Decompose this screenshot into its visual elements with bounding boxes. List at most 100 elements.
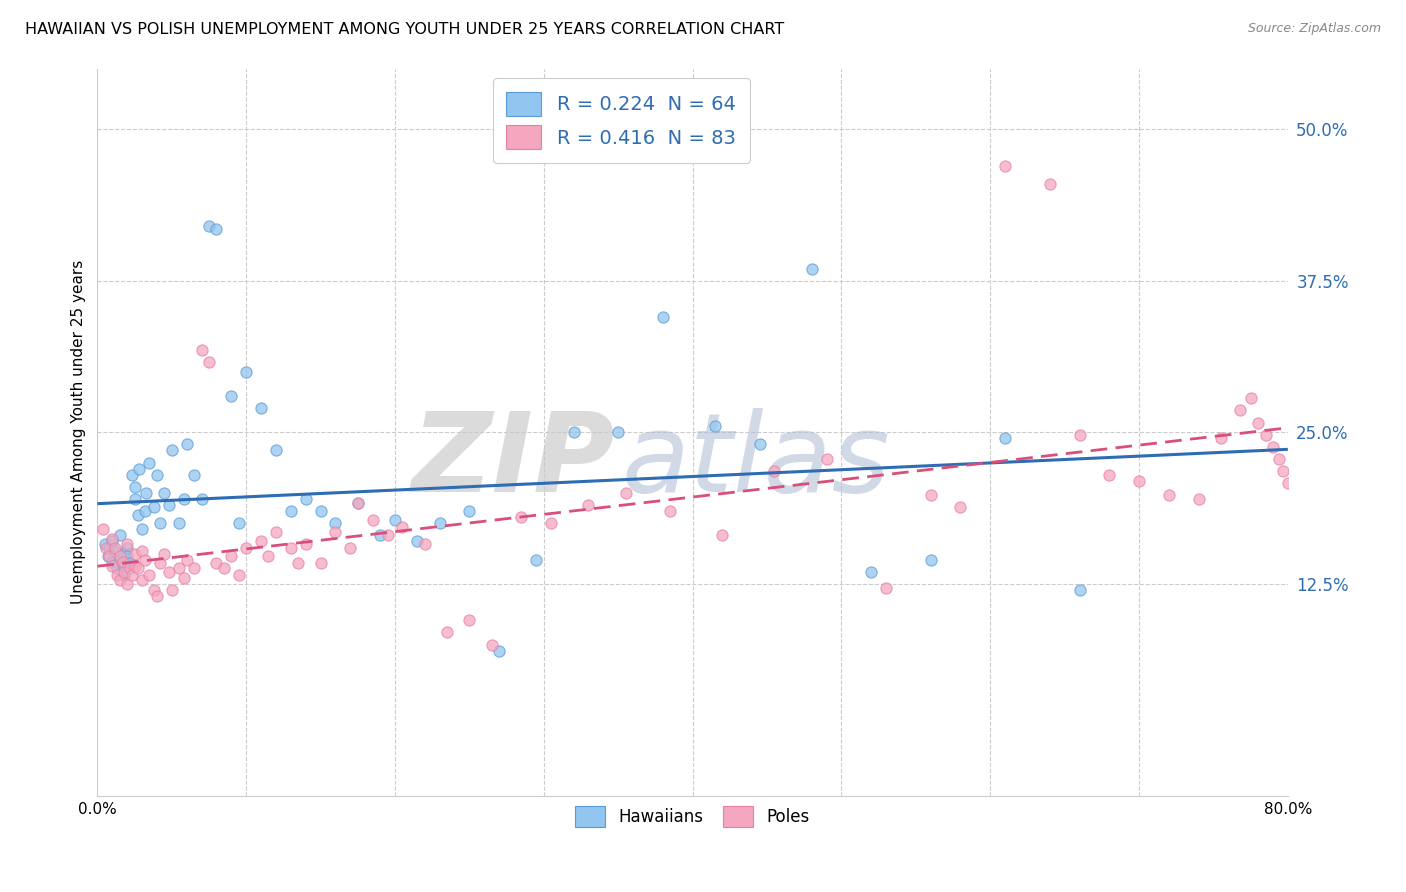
Point — [607, 425, 630, 440]
Point — [1039, 177, 1062, 191]
Point — [1069, 427, 1091, 442]
Point — [146, 589, 169, 603]
Point — [101, 555, 124, 569]
Point — [429, 516, 451, 531]
Point — [101, 534, 124, 549]
Point — [134, 504, 156, 518]
Point — [111, 555, 134, 569]
Point — [1240, 392, 1263, 406]
Point — [142, 582, 165, 597]
Point — [703, 419, 725, 434]
Point — [134, 552, 156, 566]
Point — [108, 552, 131, 566]
Point — [198, 219, 221, 234]
Point — [406, 534, 429, 549]
Point — [183, 467, 205, 482]
Point — [651, 310, 673, 324]
Point — [346, 495, 368, 509]
Point — [149, 556, 172, 570]
Point — [339, 541, 361, 555]
Point — [105, 561, 128, 575]
Point — [127, 508, 149, 522]
Point — [481, 638, 503, 652]
Point — [748, 437, 770, 451]
Point — [540, 516, 562, 531]
Point — [153, 486, 176, 500]
Point — [1128, 474, 1150, 488]
Point — [124, 480, 146, 494]
Point — [711, 528, 734, 542]
Point — [1157, 488, 1180, 502]
Point — [115, 541, 138, 555]
Point — [167, 516, 190, 531]
Y-axis label: Unemployment Among Youth under 25 years: Unemployment Among Youth under 25 years — [72, 260, 86, 605]
Point — [121, 467, 143, 482]
Point — [115, 537, 138, 551]
Point — [1209, 431, 1232, 445]
Point — [183, 561, 205, 575]
Point — [105, 568, 128, 582]
Point — [250, 401, 273, 415]
Point — [659, 504, 682, 518]
Point — [250, 534, 273, 549]
Point — [510, 510, 533, 524]
Point — [280, 541, 302, 555]
Point — [149, 516, 172, 531]
Point — [436, 625, 458, 640]
Point — [94, 537, 117, 551]
Point — [815, 452, 838, 467]
Point — [173, 571, 195, 585]
Point — [1277, 476, 1299, 491]
Point — [309, 504, 332, 518]
Point — [1268, 452, 1291, 467]
Point — [112, 565, 135, 579]
Point — [124, 547, 146, 561]
Point — [131, 544, 153, 558]
Point — [994, 159, 1017, 173]
Point — [377, 528, 399, 542]
Point — [361, 513, 384, 527]
Point — [458, 504, 481, 518]
Point — [142, 500, 165, 515]
Point — [1272, 464, 1295, 478]
Text: atlas: atlas — [621, 408, 890, 515]
Point — [1098, 467, 1121, 482]
Point — [391, 520, 413, 534]
Point — [1187, 491, 1209, 506]
Point — [205, 221, 228, 235]
Point — [153, 547, 176, 561]
Point — [920, 488, 942, 502]
Point — [138, 456, 160, 470]
Point — [108, 528, 131, 542]
Point — [176, 437, 198, 451]
Point — [212, 561, 235, 575]
Point — [97, 549, 120, 563]
Point — [524, 552, 547, 566]
Point — [112, 558, 135, 573]
Point — [219, 389, 242, 403]
Point — [120, 556, 142, 570]
Point — [131, 573, 153, 587]
Point — [112, 568, 135, 582]
Point — [1069, 582, 1091, 597]
Point — [190, 343, 212, 357]
Point — [860, 565, 883, 579]
Point — [264, 524, 287, 539]
Text: ZIP: ZIP — [412, 408, 616, 515]
Point — [121, 568, 143, 582]
Point — [294, 537, 316, 551]
Point — [160, 582, 183, 597]
Point — [235, 365, 257, 379]
Point — [160, 443, 183, 458]
Legend: Hawaiians, Poles: Hawaiians, Poles — [567, 798, 818, 835]
Point — [104, 541, 127, 555]
Point — [198, 355, 221, 369]
Point — [138, 568, 160, 582]
Point — [294, 491, 316, 506]
Point — [157, 498, 180, 512]
Point — [128, 461, 150, 475]
Point — [115, 549, 138, 563]
Point — [124, 558, 146, 573]
Point — [578, 498, 600, 512]
Point — [280, 504, 302, 518]
